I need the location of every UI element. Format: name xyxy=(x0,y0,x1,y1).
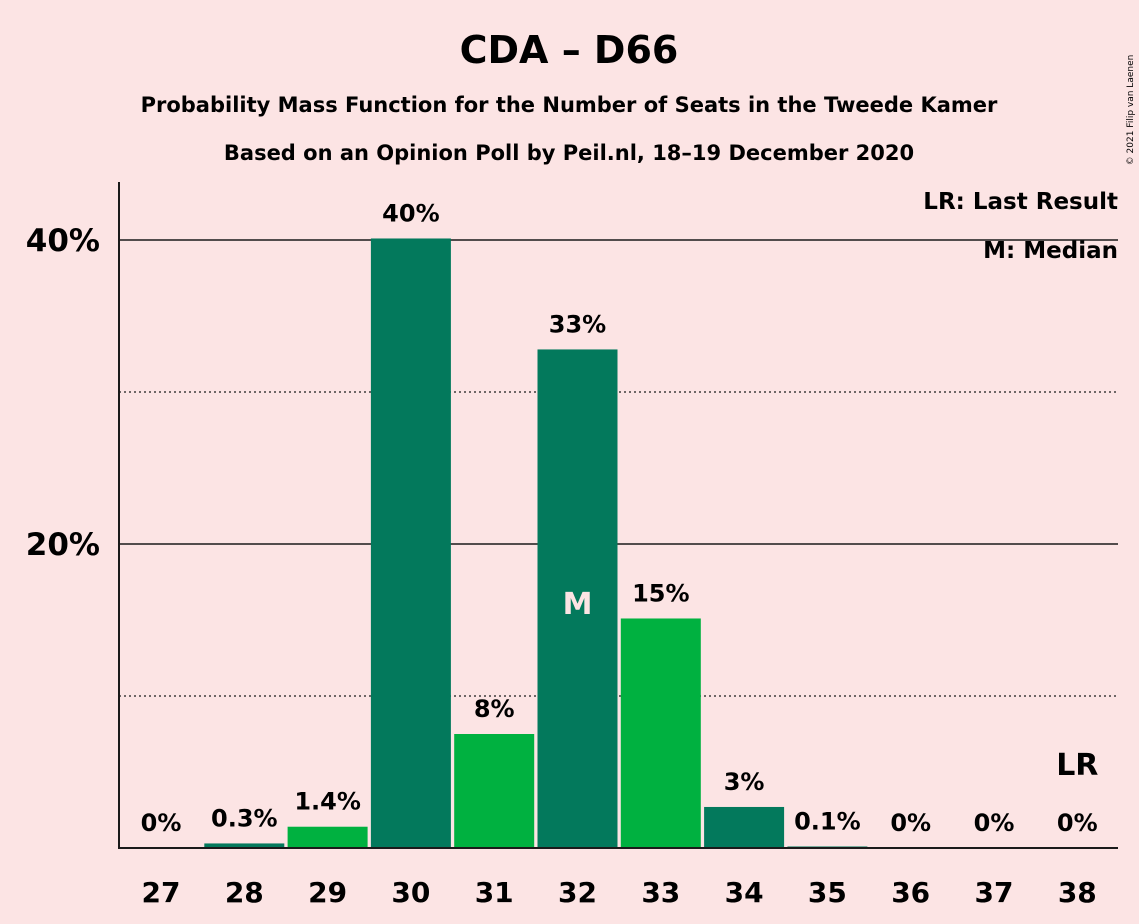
x-tick-label-35: 35 xyxy=(808,876,847,909)
chart-subtitle-poll: Based on an Opinion Poll by Peil.nl, 18–… xyxy=(224,141,914,165)
data-labels: 0% 0.3% 1.4% 40% 8% 33% 15% 3% 0.1% 0% 0% 0% xyxy=(141,199,1098,837)
legend-median: M: Median xyxy=(983,238,1118,264)
x-tick-label-28: 28 xyxy=(225,876,264,909)
x-axis-ticks: 27 28 29 30 31 32 33 34 35 36 37 38 xyxy=(142,876,1097,909)
x-tick-label-38: 38 xyxy=(1058,876,1097,909)
y-tick-label: 40% xyxy=(26,223,100,259)
gridlines xyxy=(119,239,1118,697)
data-label-36: 0% xyxy=(890,809,931,837)
x-tick-label-27: 27 xyxy=(142,876,181,909)
legend-last-result: LR: Last Result xyxy=(923,189,1118,215)
last-result-marker: LR xyxy=(1056,748,1098,783)
data-label-29: 1.4% xyxy=(294,788,361,816)
bar-28 xyxy=(204,843,285,848)
x-tick-label-33: 33 xyxy=(641,876,680,909)
copyright-credit: © 2021 Filip van Laenen xyxy=(1126,55,1136,166)
bar-33 xyxy=(620,618,701,848)
data-label-32: 33% xyxy=(549,310,606,338)
x-tick-label-34: 34 xyxy=(725,876,764,909)
data-label-31: 8% xyxy=(474,695,515,723)
x-tick-label-32: 32 xyxy=(558,876,597,909)
markers: M LR xyxy=(563,587,1099,783)
bar-34 xyxy=(704,806,785,848)
x-tick-label-36: 36 xyxy=(891,876,930,909)
bar-30 xyxy=(370,238,451,849)
data-label-34: 3% xyxy=(724,768,765,796)
chart-subtitle: Probability Mass Function for the Number… xyxy=(141,93,998,117)
median-marker: M xyxy=(563,587,593,622)
data-label-30: 40% xyxy=(382,199,439,227)
data-label-35: 0.1% xyxy=(794,807,861,835)
y-axis-ticks: 20% 40% xyxy=(26,223,100,563)
x-tick-label-37: 37 xyxy=(975,876,1014,909)
bar-29 xyxy=(287,826,368,848)
data-label-28: 0.3% xyxy=(211,804,278,832)
bars xyxy=(204,238,868,849)
x-tick-label-29: 29 xyxy=(308,876,347,909)
x-tick-label-30: 30 xyxy=(391,876,430,909)
data-label-27: 0% xyxy=(141,809,182,837)
y-tick-label: 20% xyxy=(26,527,100,563)
data-label-37: 0% xyxy=(974,809,1015,837)
data-label-33: 15% xyxy=(632,579,689,607)
chart-title: CDA – D66 xyxy=(460,28,679,72)
bar-32 xyxy=(537,349,618,848)
bar-31 xyxy=(454,734,535,848)
x-tick-label-31: 31 xyxy=(475,876,514,909)
data-label-38: 0% xyxy=(1057,809,1098,837)
